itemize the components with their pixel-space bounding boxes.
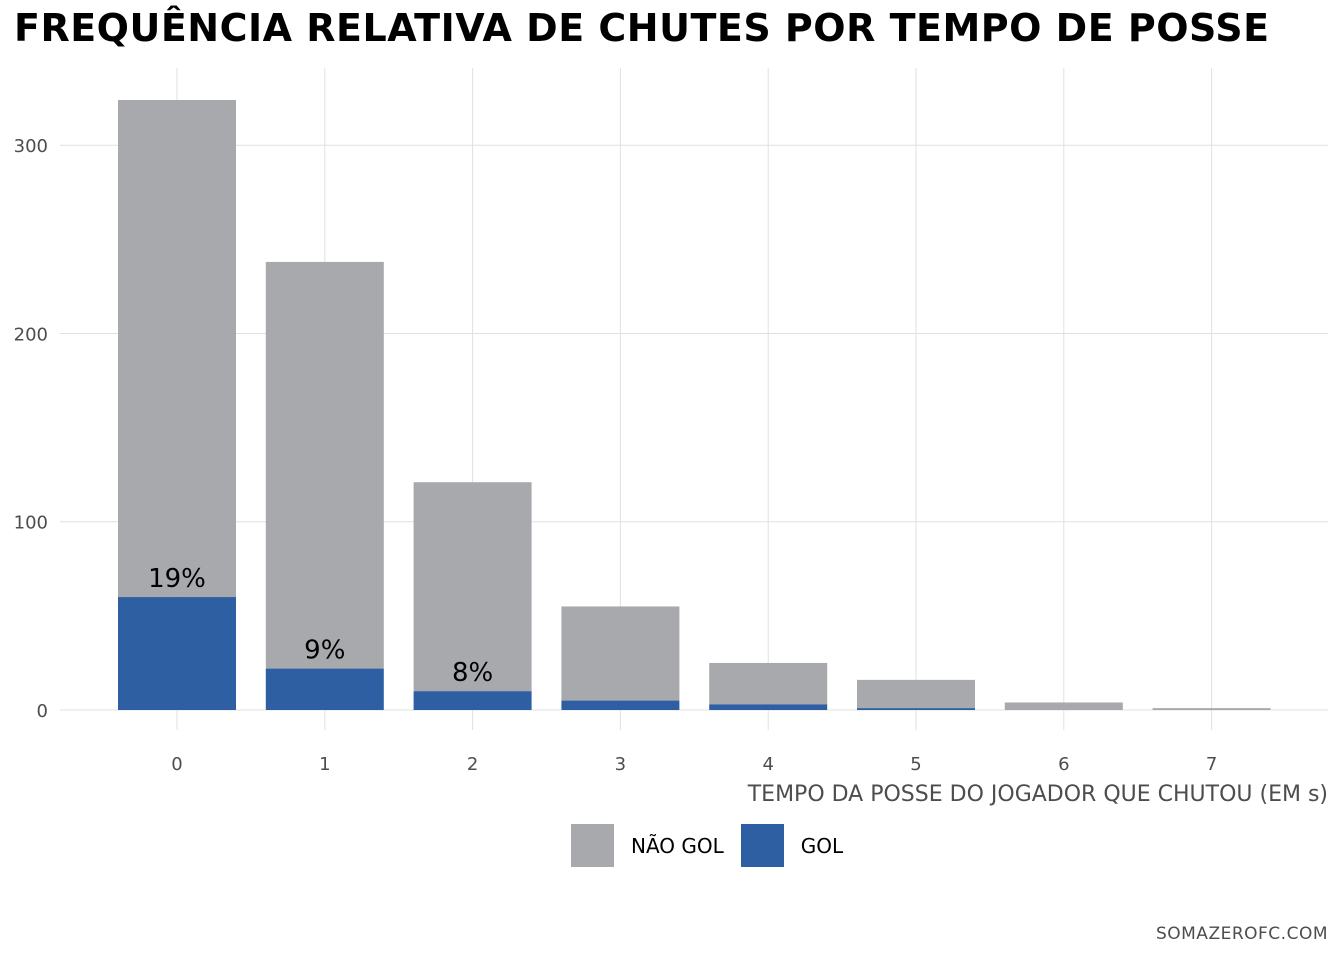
x-axis-ticks: 0 1 2 3 4 5 6 7 [171, 754, 1217, 775]
bar-chart: 0 100 200 300 0 1 2 3 4 5 6 7 19% 9% 8% TEMPO DA POS… [14, 68, 1328, 807]
bar-gol-0 [118, 597, 236, 710]
bar-nao-gol-1 [265, 261, 384, 669]
bar-nao-gol-5 [857, 679, 975, 709]
bars [118, 100, 1271, 710]
annotation-pct-2: 8% [452, 658, 493, 688]
legend-key-nao-gol [571, 824, 614, 867]
x-tick-label: 0 [171, 754, 182, 775]
bar-nao-gol-0 [118, 100, 236, 598]
y-tick-label: 300 [14, 136, 48, 157]
bar-nao-gol-3 [561, 606, 680, 701]
bar-gol-4 [709, 704, 828, 710]
x-tick-label: 6 [1058, 754, 1069, 775]
x-tick-label: 2 [467, 754, 478, 775]
x-tick-label: 4 [762, 754, 773, 775]
legend-label-gol: GOL [800, 833, 844, 858]
annotation-pct-0: 19% [148, 564, 206, 594]
grid-lines [60, 68, 1328, 730]
legend-key-gol [740, 824, 784, 867]
bar-gol-1 [265, 668, 384, 710]
annotation-pct-1: 9% [304, 636, 345, 666]
bar-gol-2 [413, 691, 532, 710]
bar-gol-3 [561, 700, 680, 710]
bar-gol-5 [857, 708, 975, 710]
bar-annotations: 19% 9% 8% [148, 564, 493, 688]
x-tick-label: 5 [910, 754, 921, 775]
x-axis-label: TEMPO DA POSSE DO JOGADOR QUE CHUTOU (EM… [747, 782, 1328, 807]
x-tick-label: 7 [1206, 754, 1217, 775]
y-tick-label: 200 [14, 324, 48, 345]
y-tick-label: 0 [37, 701, 48, 722]
bar-nao-gol-4 [709, 662, 828, 705]
legend: NÃO GOL GOL [571, 824, 860, 867]
bar-nao-gol-6 [1004, 702, 1123, 710]
x-tick-label: 1 [319, 754, 330, 775]
bar-nao-gol-2 [413, 482, 532, 692]
x-tick-label: 3 [615, 754, 626, 775]
legend-label-nao-gol: NÃO GOL [631, 833, 724, 858]
y-axis-ticks: 0 100 200 300 [14, 136, 48, 722]
bar-nao-gol-7 [1152, 708, 1271, 710]
chart-title: FREQUÊNCIA RELATIVA DE CHUTES POR TEMPO … [14, 6, 1270, 50]
y-tick-label: 100 [14, 513, 48, 534]
source-credit: SOMAZEROFC.COM [1155, 924, 1328, 944]
